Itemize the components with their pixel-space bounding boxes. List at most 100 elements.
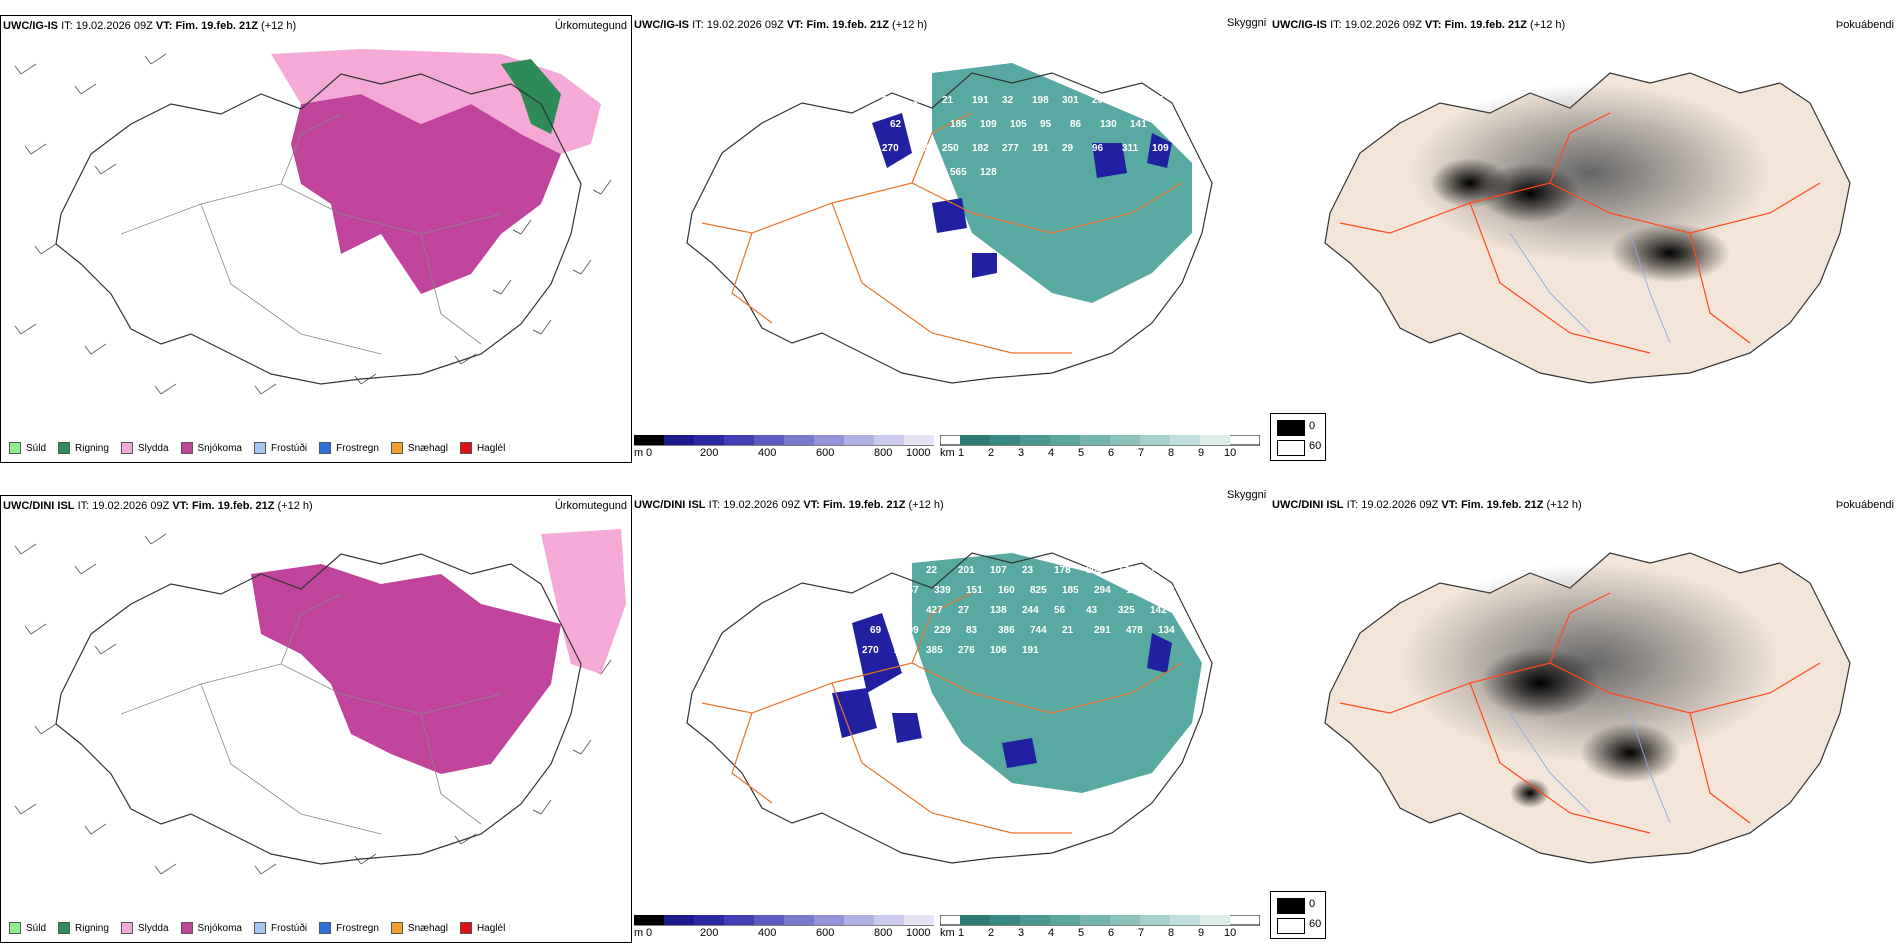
ceiling-tick-3: 3 [1018, 927, 1025, 939]
cloud-base-label: 291 [1094, 625, 1111, 636]
fog-key-black [1277, 898, 1305, 914]
height-unit: m [634, 927, 644, 939]
it-value: 19.02.2026 09Z [706, 19, 784, 31]
cloud-base-label: 83 [966, 625, 978, 636]
cloud-base-label: 69 [870, 625, 882, 636]
fog-dense-2 [1580, 723, 1680, 783]
cloud-base-label: 185 [950, 119, 967, 130]
swatch-frostudi [253, 922, 266, 934]
vt-label: VT: [1441, 499, 1458, 511]
precip-panel-2: UWC/DINI ISL IT: 19.02.2026 09Z VT: Fim.… [0, 495, 632, 943]
cloud-base-label: 250 [942, 143, 959, 154]
cloud-base-label: 29 [1062, 143, 1074, 154]
cloud-base-label: 191 [972, 95, 989, 106]
ceiling-tick-5: 5 [1078, 927, 1085, 939]
cloud-base-label: 825 [1030, 585, 1047, 596]
cloud-base-label: 311 [1122, 143, 1139, 154]
cloud-base-label: 59 [894, 605, 906, 616]
ceiling-tick-4: 4 [1048, 927, 1055, 939]
legend-item-frostregn: Frostregn [319, 922, 379, 934]
iceland-outline [55, 553, 582, 865]
panel-title-ceiling: Skyggni [1227, 17, 1267, 29]
cloud-base-label: 427 [926, 605, 943, 616]
fog-key-60: 60 [1309, 918, 1322, 930]
model-name: UWC/DINI ISL [634, 499, 706, 511]
swatch-rigning [58, 442, 71, 454]
cloud-base-label: 116 [870, 585, 887, 596]
height-colorbar: m 0 200 400 600 800 1000 [633, 914, 935, 941]
swatch-slydda [120, 442, 133, 454]
cloud-base-label: 325 [1118, 605, 1135, 616]
ridge-lines [1339, 112, 1821, 354]
fog-key-60: 60 [1309, 440, 1322, 452]
ceiling-tick-10: 10 [1224, 927, 1237, 939]
iceland-outline [55, 73, 582, 385]
precip-map [14, 529, 626, 875]
legend-item-snaehagl: Snæhagl [390, 922, 448, 934]
it-label: IT: [1330, 19, 1342, 31]
precip-panel-1: UWC/IG-IS IT: 19.02.2026 09Z VT: Fim. 19… [0, 15, 632, 463]
it-value: 19.02.2026 09Z [75, 20, 153, 32]
it-label: IT: [692, 19, 704, 31]
cloud-base-label: 173 [1118, 565, 1135, 576]
fog-key-0: 0 [1309, 420, 1316, 432]
cloud-base-label: 23 [1022, 565, 1034, 576]
height-tick-400: 400 [758, 927, 777, 939]
fog-dense-1 [1480, 648, 1600, 718]
swatch-snaehagl [390, 442, 403, 454]
cloud-base-label: 32 [1002, 95, 1014, 106]
fog-panel-2: UWC/DINI ISL IT: 19.02.2026 09Z VT: Fim.… [1270, 495, 1900, 943]
ceiling-panel-2: UWC/DINI ISL IT: 19.02.2026 09Z VT: Fim.… [632, 489, 1326, 943]
wind-barbs [14, 533, 612, 875]
it-value: 19.02.2026 09Z [92, 500, 170, 512]
it-value: 19.02.2026 09Z [1361, 499, 1439, 511]
cloud-base-label: 478 [1126, 625, 1143, 636]
vt-label: VT: [172, 500, 189, 512]
swatch-frostudi [253, 442, 266, 454]
legend-item-frostudi: Frostúði [253, 442, 307, 454]
cloud-base-label: 386 [998, 625, 1015, 636]
deep-blue-patches [832, 613, 1172, 768]
swatch-snjokoma [180, 442, 193, 454]
model-name: UWC/IG-IS [1272, 19, 1327, 31]
cloud-base-label: 22 [926, 565, 938, 576]
swatch-haglel [459, 922, 472, 934]
legend-item-haglel: Haglél [459, 922, 505, 934]
cloud-base-label: 276 [958, 645, 975, 656]
vt-value: Fim. 19.feb. 21Z [1444, 19, 1527, 31]
height-tick-600: 600 [816, 447, 835, 459]
cloud-base-label: 43 [1086, 605, 1098, 616]
lead-time: (+12 h) [1530, 19, 1566, 31]
cloud-base-label: 138 [990, 605, 1007, 616]
cloud-base-label: 277 [1002, 143, 1019, 154]
swatch-sudd [9, 922, 21, 934]
ceiling-tick-5: 5 [1078, 447, 1085, 459]
cloud-base-label: 148 [1150, 565, 1167, 576]
cloud-base-label: 105 [1010, 119, 1027, 130]
cloud-base-label: 96 [1092, 143, 1104, 154]
cloud-base-label: 86 [1070, 119, 1082, 130]
it-value: 19.02.2026 09Z [1344, 19, 1422, 31]
lead-time: (+12 h) [892, 19, 928, 31]
height-tick-0: 0 [646, 447, 653, 459]
legend-item-slydda: Slydda [120, 922, 169, 934]
ceiling-panel-1: UWC/IG-IS IT: 19.02.2026 09Z VT: Fim. 19… [632, 15, 1326, 463]
it-label: IT: [61, 20, 73, 32]
road-network [701, 592, 1183, 834]
ceiling-unit: km [940, 447, 955, 459]
cloud-base-label: 210 [894, 645, 911, 656]
vt-value: Fim. 19.feb. 21Z [822, 499, 906, 511]
fog-key-white [1277, 918, 1305, 934]
panel-title-fog: Þokuábendi [1835, 19, 1894, 31]
precip-legend: Súld Rigning Slydda Snjókoma Frostúði Fr… [9, 922, 505, 934]
model-name: UWC/IG-IS [3, 20, 58, 32]
cloud-base-label: 95 [1040, 119, 1052, 130]
panel-header: UWC/DINI ISL IT: 19.02.2026 09Z VT: Fim.… [1272, 499, 1582, 511]
row-2: UWC/DINI ISL IT: 19.02.2026 09Z VT: Fim.… [0, 478, 1900, 950]
height-tick-800: 800 [874, 927, 893, 939]
swatch-snjokoma [180, 922, 193, 934]
swatch-frostregn [319, 442, 332, 454]
cloud-base-label: 106 [990, 645, 1007, 656]
vt-label: VT: [803, 499, 820, 511]
cloud-base-label: 198 [1032, 95, 1049, 106]
